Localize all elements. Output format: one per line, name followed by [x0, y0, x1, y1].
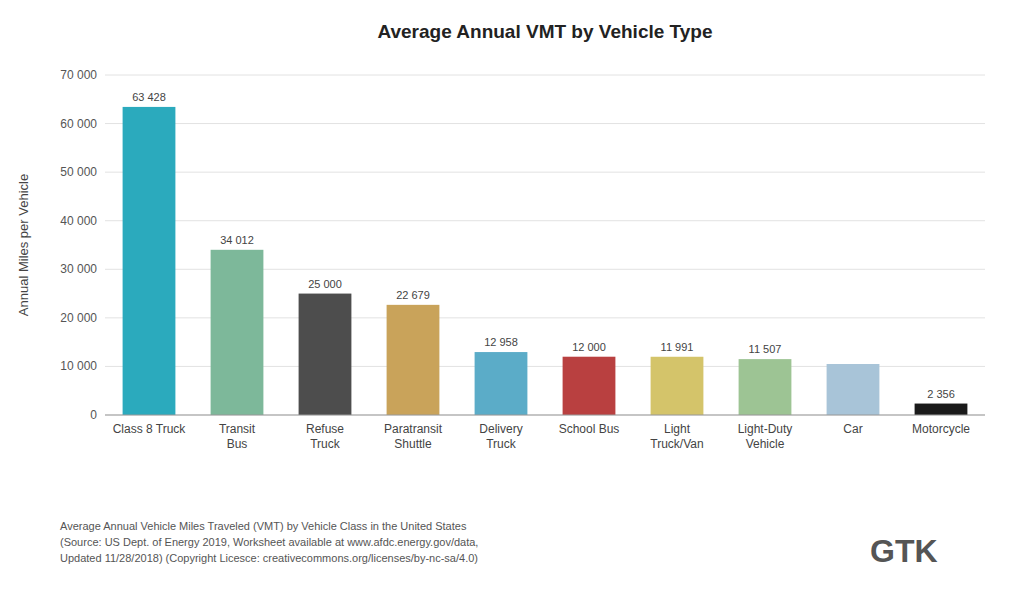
bar [387, 305, 440, 415]
grid-line [105, 123, 985, 124]
bar [299, 294, 352, 415]
bar [123, 107, 176, 415]
y-tick-label: 0 [90, 408, 97, 422]
x-tick-label: Light-DutyVehicle [738, 422, 793, 451]
bar [475, 352, 528, 415]
grid-line [105, 415, 985, 416]
y-tick-label: 40 000 [60, 214, 97, 228]
grid [105, 75, 985, 415]
grid-line [105, 172, 985, 173]
y-axis-label: Annual Miles per Vehicle [16, 174, 31, 316]
bar [915, 404, 968, 415]
bars [123, 107, 968, 415]
data-label: 34 012 [220, 234, 254, 246]
x-tick-label: ParatransitShuttle [384, 422, 443, 451]
bar [739, 359, 792, 415]
data-label: 12 000 [572, 341, 606, 353]
data-label: 2 356 [927, 388, 955, 400]
x-tick-label: School Bus [559, 422, 620, 436]
y-tick-label: 70 000 [60, 68, 97, 82]
footnote: Updated 11/28/2018) (Copyright Licesce: … [60, 552, 478, 564]
data-label: 63 428 [132, 91, 166, 103]
y-tick-label: 10 000 [60, 359, 97, 373]
y-tick-label: 20 000 [60, 311, 97, 325]
data-label: 11 507 [749, 343, 782, 355]
footnote: Average Annual Vehicle Miles Traveled (V… [60, 520, 467, 532]
y-tick-label: 60 000 [60, 117, 97, 131]
x-tick-label: TransitBus [219, 422, 256, 451]
x-tick-label: Class 8 Truck [113, 422, 187, 436]
logo-text: GTK [870, 533, 938, 569]
x-tick-label: LightTruck/Van [650, 422, 703, 451]
bar [827, 364, 880, 415]
bar [211, 250, 264, 415]
chart: Average Annual VMT by Vehicle Type 0 10 00… [0, 0, 1024, 609]
x-tick-label: DeliveryTruck [479, 422, 522, 451]
data-label: 22 679 [396, 289, 430, 301]
x-tick-label: Car [843, 422, 862, 436]
y-tick-label: 30 000 [60, 262, 97, 276]
bar [563, 357, 616, 415]
title: Average Annual VMT by Vehicle Type [377, 21, 712, 42]
footnote: (Source: US Dept. of Energy 2019, Worksh… [60, 536, 478, 548]
grid-line [105, 220, 985, 221]
y-tick-label: 50 000 [60, 165, 97, 179]
data-label: 25 000 [308, 278, 342, 290]
x-axis-line [105, 415, 985, 416]
data-label: 12 958 [484, 336, 518, 348]
x-tick-label: Motorcycle [912, 422, 970, 436]
data-label: 11 991 [661, 341, 694, 353]
x-tick-label: RefuseTruck [306, 422, 344, 451]
grid-line [105, 75, 985, 76]
bar [651, 357, 704, 415]
